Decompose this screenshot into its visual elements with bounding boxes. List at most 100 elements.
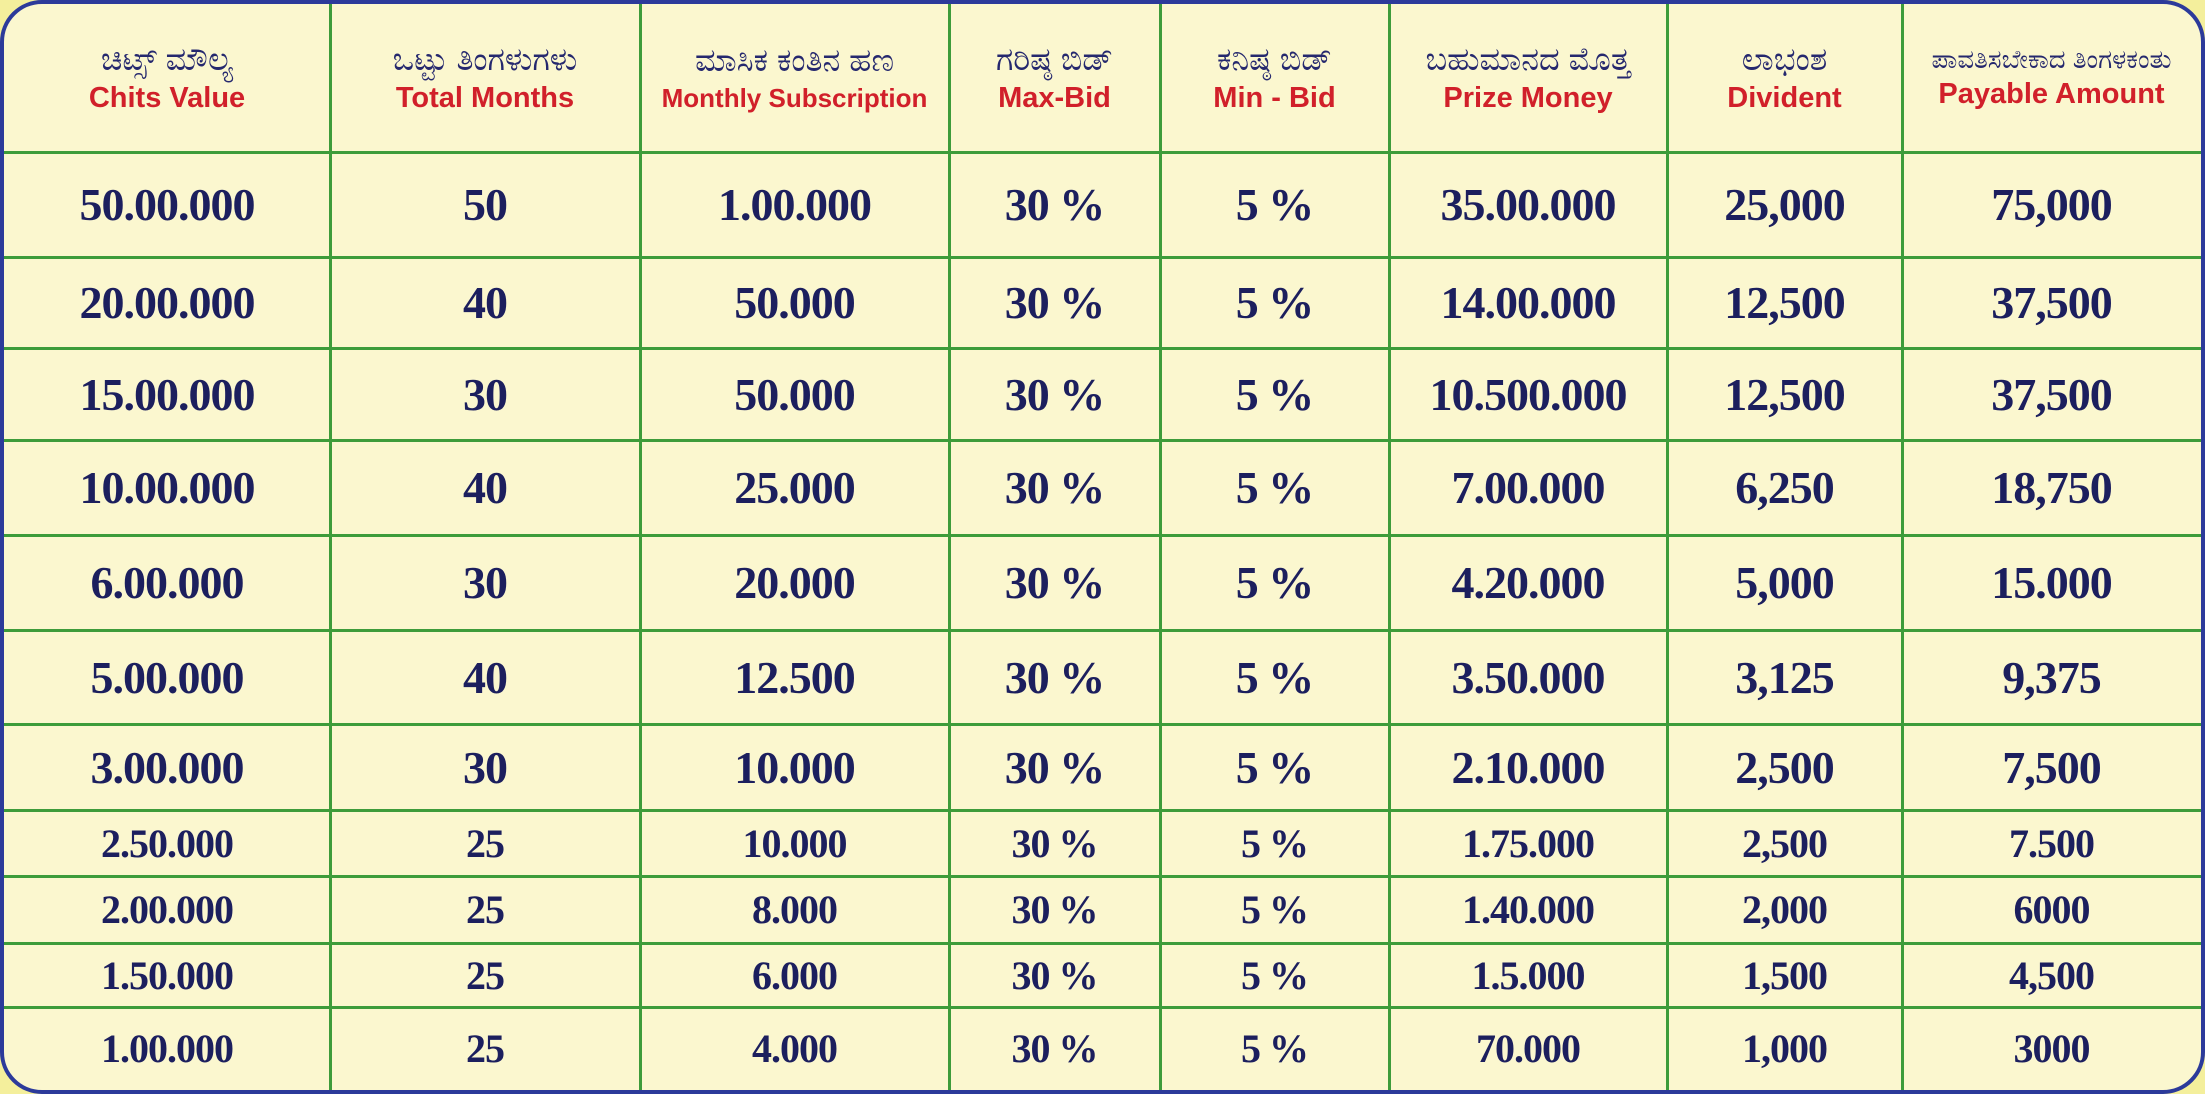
cell-text: 1.50.000 [101, 952, 234, 998]
cell-text: 40 [463, 277, 508, 328]
table-cell: 12,500 [1667, 348, 1902, 440]
header-english: Divident [1727, 81, 1842, 114]
cell-text: 2.00.000 [101, 887, 234, 932]
table-cell: 40 [330, 630, 640, 724]
table-cell: 6.00.000 [4, 535, 330, 630]
cell-text: 35.00.000 [1440, 179, 1617, 230]
cell-text: 30 % [1004, 557, 1105, 608]
table-cell: 2,500 [1667, 724, 1902, 810]
row-divider [4, 347, 2201, 350]
cell-text: 5 % [1235, 651, 1314, 703]
cell-text: 37,500 [1991, 368, 2112, 420]
cell-text: 20.000 [734, 557, 855, 608]
header-kannada: ಪಾವತಿಸಬೇಕಾದ ತಿಂಗಳಕಂತು [1931, 43, 2172, 74]
row-divider [4, 942, 2201, 945]
table-cell: 30 % [949, 535, 1160, 630]
cell-text: 30 % [1004, 368, 1105, 420]
table-cell: 1.75.000 [1389, 810, 1667, 876]
header-english: Payable Amount [1938, 78, 2165, 111]
cell-text: 20.00.000 [79, 277, 256, 328]
column-divider [948, 4, 951, 1090]
cell-text: 1.00.000 [718, 179, 872, 230]
table-cell: 1,500 [1667, 943, 1902, 1007]
cell-text: 3,125 [1735, 651, 1834, 703]
cell-text: 50.000 [734, 277, 855, 328]
row-divider [4, 151, 2201, 154]
row-divider [4, 1006, 2201, 1009]
header-kannada: ಚಿಟ್ಸ್ ಮೌಲ್ಯ [100, 41, 234, 78]
table-cell: 5 % [1160, 943, 1389, 1007]
header-english: Min - Bid [1213, 81, 1336, 114]
table-cell: 10.500.000 [1389, 348, 1667, 440]
table-cell: 5 % [1160, 810, 1389, 876]
cell-text: 30 [463, 368, 508, 420]
table-cell: 25.000 [640, 440, 949, 535]
table-cell: 7,500 [1902, 724, 2201, 810]
table-cell: 10.00.000 [4, 440, 330, 535]
table-cell: 1.40.000 [1389, 876, 1667, 943]
cell-text: 30 % [1011, 952, 1099, 998]
row-divider [4, 875, 2201, 878]
row-divider [4, 629, 2201, 632]
cell-text: 12.500 [734, 651, 855, 703]
header-kannada: ಲಾಭಂಶ [1741, 41, 1828, 78]
table-cell: 18,750 [1902, 440, 2201, 535]
table-cell: 35.00.000 [1389, 152, 1667, 257]
table-cell: 8.000 [640, 876, 949, 943]
cell-text: 2,500 [1735, 741, 1834, 793]
cell-text: 2.10.000 [1451, 741, 1606, 793]
header-english: Chits Value [88, 81, 246, 114]
table-cell: 5 % [1160, 876, 1389, 943]
table-cell: 3000 [1902, 1007, 2201, 1090]
cell-text: 75,000 [1991, 179, 2112, 230]
cell-text: 15.00.000 [79, 368, 256, 420]
table-cell: 2,500 [1667, 810, 1902, 876]
table-cell: 30 % [949, 810, 1160, 876]
table-cell: 30 [330, 348, 640, 440]
cell-text: 2.50.000 [101, 820, 234, 866]
table-cell: 70.000 [1389, 1007, 1667, 1090]
table-cell: 2.50.000 [4, 810, 330, 876]
table-cell: 30 % [949, 630, 1160, 724]
column-divider [1159, 4, 1162, 1090]
cell-text: 1,500 [1742, 952, 1828, 998]
table-cell: 30 % [949, 724, 1160, 810]
cell-text: 40 [463, 651, 508, 703]
table-cell: 5 % [1160, 630, 1389, 724]
header-cell: ಗರಿಷ್ಠ ಬಿಡ್ Max-Bid [949, 4, 1160, 152]
cell-text: 10.000 [734, 741, 855, 793]
header-english: Monthly Subscription [661, 82, 928, 113]
table-cell: 37,500 [1902, 257, 2201, 348]
table-cell: 2.00.000 [4, 876, 330, 943]
header-english: Total Months [395, 81, 575, 114]
cell-text: 6,250 [1735, 462, 1834, 513]
cell-text: 70.000 [1476, 1026, 1581, 1071]
table-cell: 12,500 [1667, 257, 1902, 348]
table-cell: 5 % [1160, 1007, 1389, 1090]
cell-text: 5 % [1241, 1026, 1309, 1071]
cell-text: 40 [463, 462, 508, 513]
header-kannada: ಬಹುಮಾನದ ಮೊತ್ತ [1425, 41, 1631, 78]
table-cell: 4,500 [1902, 943, 2201, 1007]
table-cell: 30 % [949, 876, 1160, 943]
table-cell: 5.00.000 [4, 630, 330, 724]
cell-text: 7.500 [2009, 820, 2095, 866]
table-cell: 30 [330, 724, 640, 810]
table-cell: 2,000 [1667, 876, 1902, 943]
table-cell: 1,000 [1667, 1007, 1902, 1090]
header-kannada: ಒಟ್ಟು ತಿಂಗಳುಗಳು [392, 41, 578, 78]
table-cell: 30 % [949, 943, 1160, 1007]
header-cell: ಲಾಭಂಶ Divident [1667, 4, 1902, 152]
cell-text: 6.00.000 [90, 557, 245, 608]
cell-text: 25.000 [734, 462, 855, 513]
table-cell: 50.000 [640, 257, 949, 348]
header-kannada: ಗರಿಷ್ಠ ಬಿಡ್ [995, 41, 1114, 78]
header-cell: ಕನಿಷ್ಠ ಬಿಡ್ Min - Bid [1160, 4, 1389, 152]
table-cell: 3.50.000 [1389, 630, 1667, 724]
table-cell: 30 % [949, 1007, 1160, 1090]
cell-text: 5 % [1235, 557, 1314, 608]
table-cell: 3.00.000 [4, 724, 330, 810]
table-cell: 5 % [1160, 257, 1389, 348]
